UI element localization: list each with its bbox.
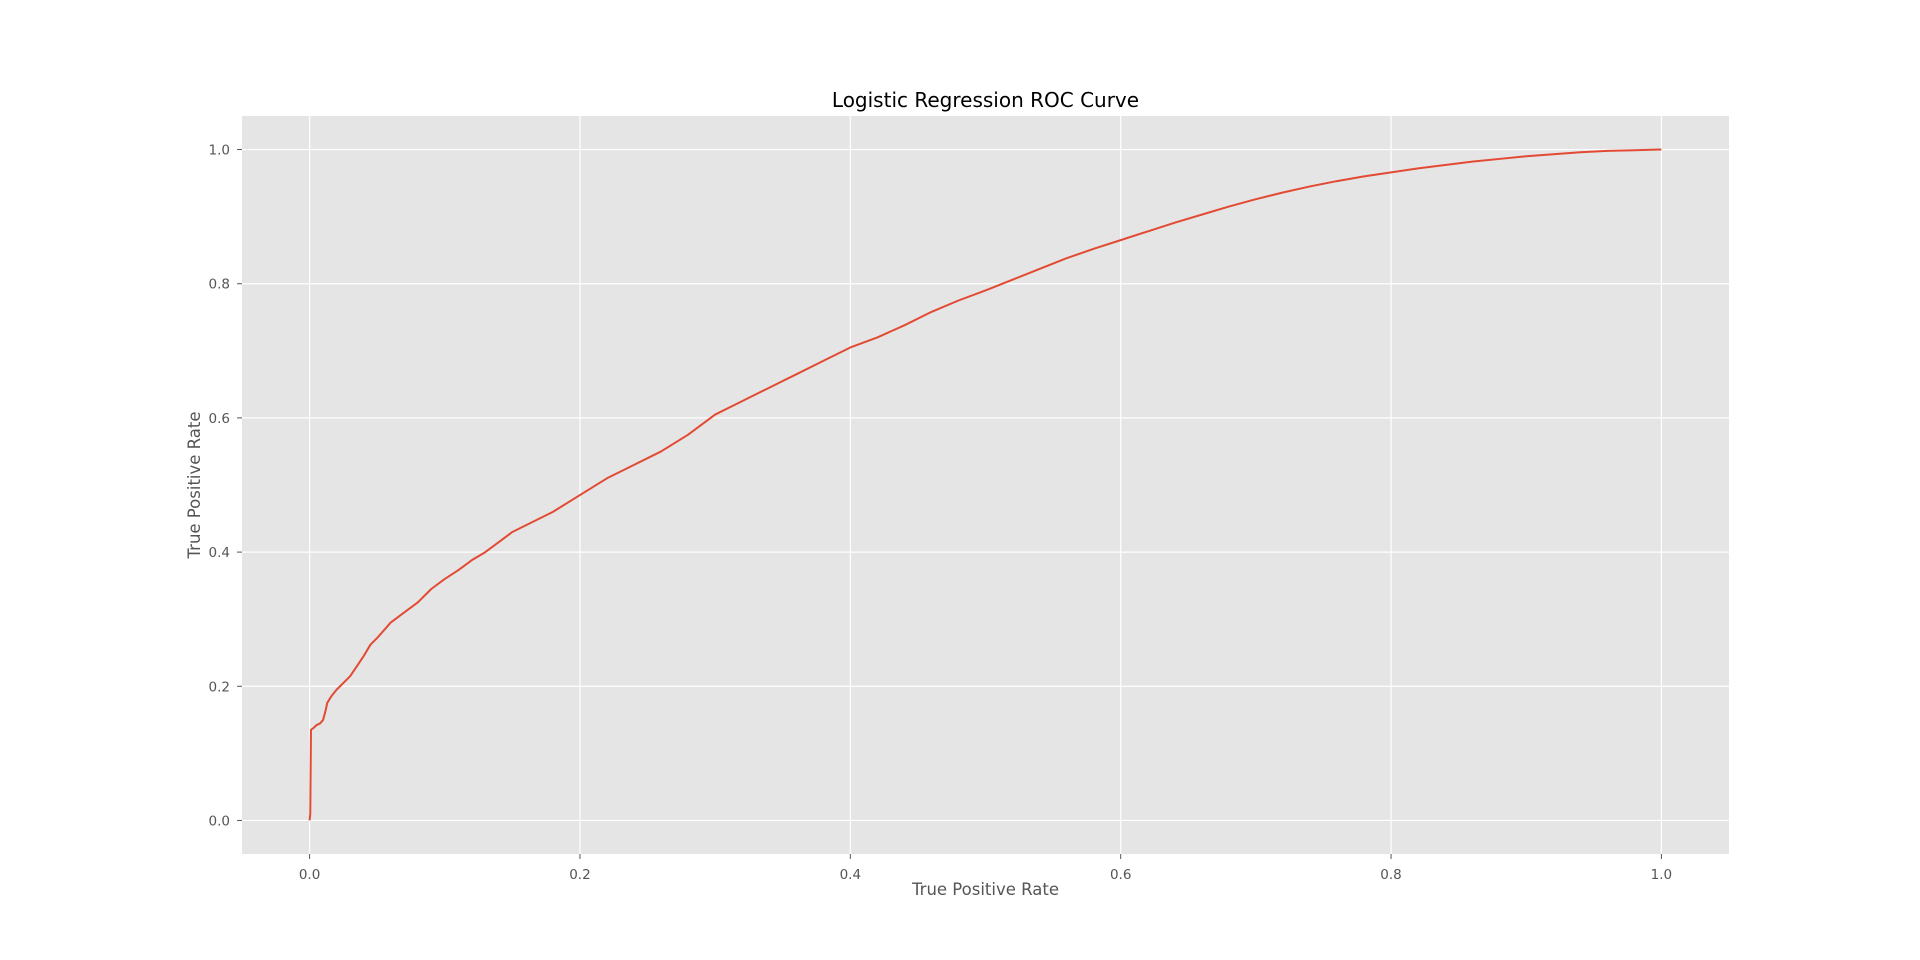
roc-curve-line (308, 148, 1662, 821)
x-tick-label: 0.2 (569, 867, 590, 883)
x-tick-label: 1.0 (1651, 867, 1672, 883)
y-tick-label: 0.4 (209, 545, 230, 561)
x-tick-label: 0.4 (840, 867, 861, 883)
y-axis-label: True Positive Rate (185, 412, 204, 560)
plot-area (242, 116, 1729, 854)
series-layer (308, 148, 1662, 821)
grid-lines (242, 116, 1729, 854)
y-tick-label: 0.2 (209, 679, 230, 695)
y-tick-label: 0.0 (209, 813, 230, 829)
x-tick-label: 0.8 (1380, 867, 1401, 883)
y-tick-label: 0.8 (209, 277, 230, 293)
x-axis-label: True Positive Rate (911, 880, 1059, 899)
x-tick-label: 0.6 (1110, 867, 1131, 883)
tick-labels: 0.0 0.2 0.4 0.6 0.8 1.0 0.0 0.2 0.4 0.6 0.8 1.0 (209, 143, 1673, 883)
chart-title: Logistic Regression ROC Curve (832, 88, 1139, 112)
y-tick-label: 0.6 (209, 411, 230, 427)
x-tick-label: 0.0 (299, 867, 320, 883)
y-tick-label: 1.0 (209, 143, 230, 159)
